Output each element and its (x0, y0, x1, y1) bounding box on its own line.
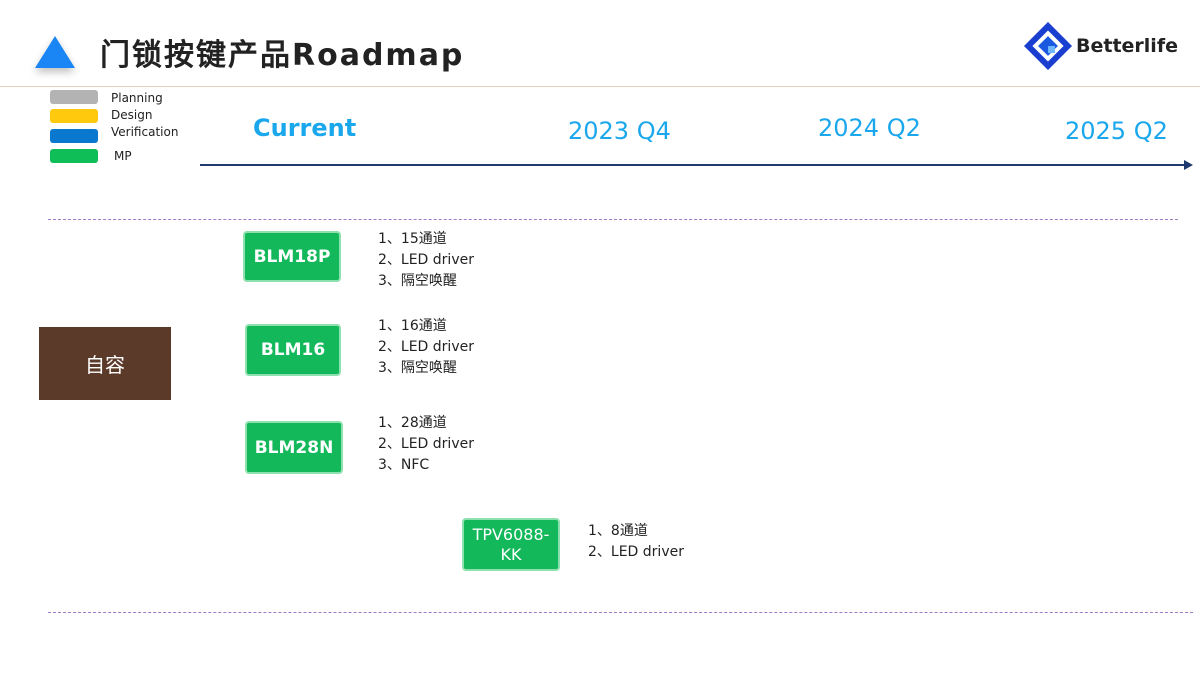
category-box: 自容 (39, 327, 171, 400)
legend-swatch-mp (50, 149, 98, 163)
product-box: BLM28N (245, 421, 343, 474)
timeline-2024q2: 2024 Q2 (818, 114, 921, 142)
legend-swatch-verification (50, 129, 98, 143)
feature-item: 2、LED driver (378, 339, 474, 355)
feature-item: 2、LED driver (378, 252, 474, 268)
feature-item: 1、16通道 (378, 318, 447, 334)
feature-list: 1、15通道 2、LED driver 3、隔空唤醒 (378, 229, 474, 292)
page-title: 门锁按键产品Roadmap (100, 38, 465, 73)
product-box: BLM18P (243, 231, 341, 282)
feature-item: 3、隔空唤醒 (378, 273, 457, 289)
feature-item: 1、8通道 (588, 523, 648, 539)
legend-label-mp: MP (114, 149, 132, 163)
feature-list: 1、16通道 2、LED driver 3、隔空唤醒 (378, 316, 474, 379)
feature-item: 3、NFC (378, 457, 430, 473)
triangle-icon (35, 36, 75, 68)
product-box: BLM16 (245, 324, 341, 376)
logo-text: Betterlife (1076, 35, 1178, 57)
feature-item: 1、15通道 (378, 231, 447, 247)
timeline-2025q2: 2025 Q2 (1065, 117, 1168, 145)
feature-item: 2、LED driver (378, 436, 474, 452)
dashed-divider-bottom (48, 612, 1193, 613)
feature-list: 1、8通道 2、LED driver (588, 521, 684, 563)
product-box: TPV6088-KK (462, 518, 560, 571)
header-divider (0, 86, 1200, 87)
timeline-2023q4: 2023 Q4 (568, 117, 671, 145)
legend-label-planning: Planning (111, 91, 163, 105)
feature-list: 1、28通道 2、LED driver 3、NFC (378, 413, 474, 476)
legend-swatch-planning (50, 90, 98, 104)
dashed-divider-top (48, 219, 1178, 220)
legend-label-design: Design (111, 108, 153, 122)
timeline-axis (200, 164, 1188, 166)
feature-item: 1、28通道 (378, 415, 447, 431)
betterlife-logo-icon (1024, 22, 1072, 70)
legend-swatch-design (50, 109, 98, 123)
feature-item: 3、隔空唤醒 (378, 360, 457, 376)
arrow-right-icon (1184, 160, 1193, 170)
timeline-current: Current (253, 114, 357, 142)
logo: Betterlife (1024, 22, 1178, 70)
legend-label-verification: Verification (111, 125, 179, 139)
feature-item: 2、LED driver (588, 544, 684, 560)
